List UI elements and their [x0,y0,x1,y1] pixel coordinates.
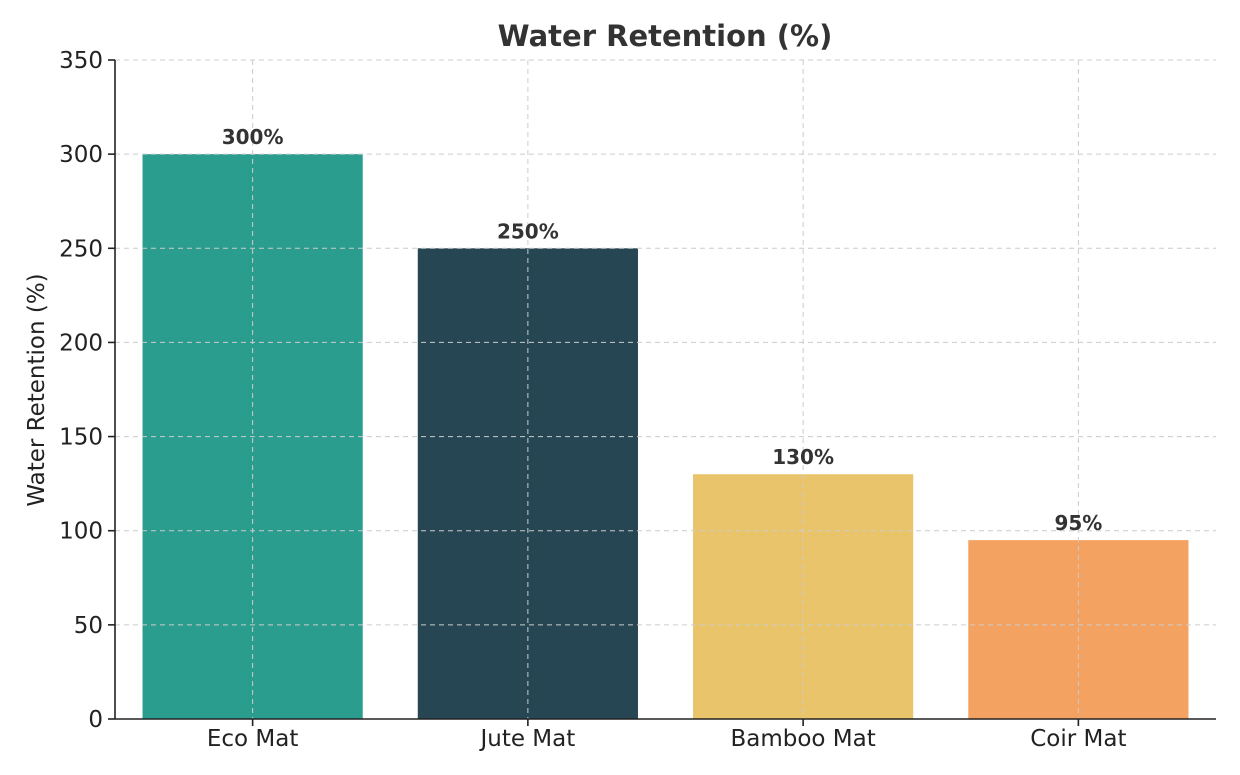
y-axis-label: Water Retention (%) [24,273,50,506]
y-tick-label: 200 [59,330,103,356]
y-tick-labels: 0 50 100 150 200 250 300 350 [59,48,115,733]
x-tick-label: Eco Mat [207,726,299,752]
bar [693,474,914,719]
value-labels: 300% 250% 130% 95% [222,125,1103,535]
y-tick-label: 350 [59,48,103,74]
value-label: 300% [222,125,284,149]
y-tick-label: 0 [88,707,103,733]
value-label: 95% [1054,511,1102,535]
x-tick-label: Jute Mat [478,726,575,752]
axes [114,60,1216,720]
x-tick-label: Coir Mat [1030,726,1126,752]
y-tick-label: 300 [59,142,103,168]
value-label: 130% [772,445,834,469]
y-tick-label: 250 [59,236,103,262]
y-tick-label: 100 [59,519,103,545]
y-tick-label: 150 [59,425,103,451]
value-label: 250% [497,219,559,243]
y-tick-label: 50 [74,613,103,639]
x-tick-labels: Eco Mat Jute Mat Bamboo Mat Coir Mat [207,719,1127,752]
grid-lines [115,59,1216,719]
x-tick-label: Bamboo Mat [730,726,875,752]
chart-title: Water Retention (%) [498,19,833,53]
